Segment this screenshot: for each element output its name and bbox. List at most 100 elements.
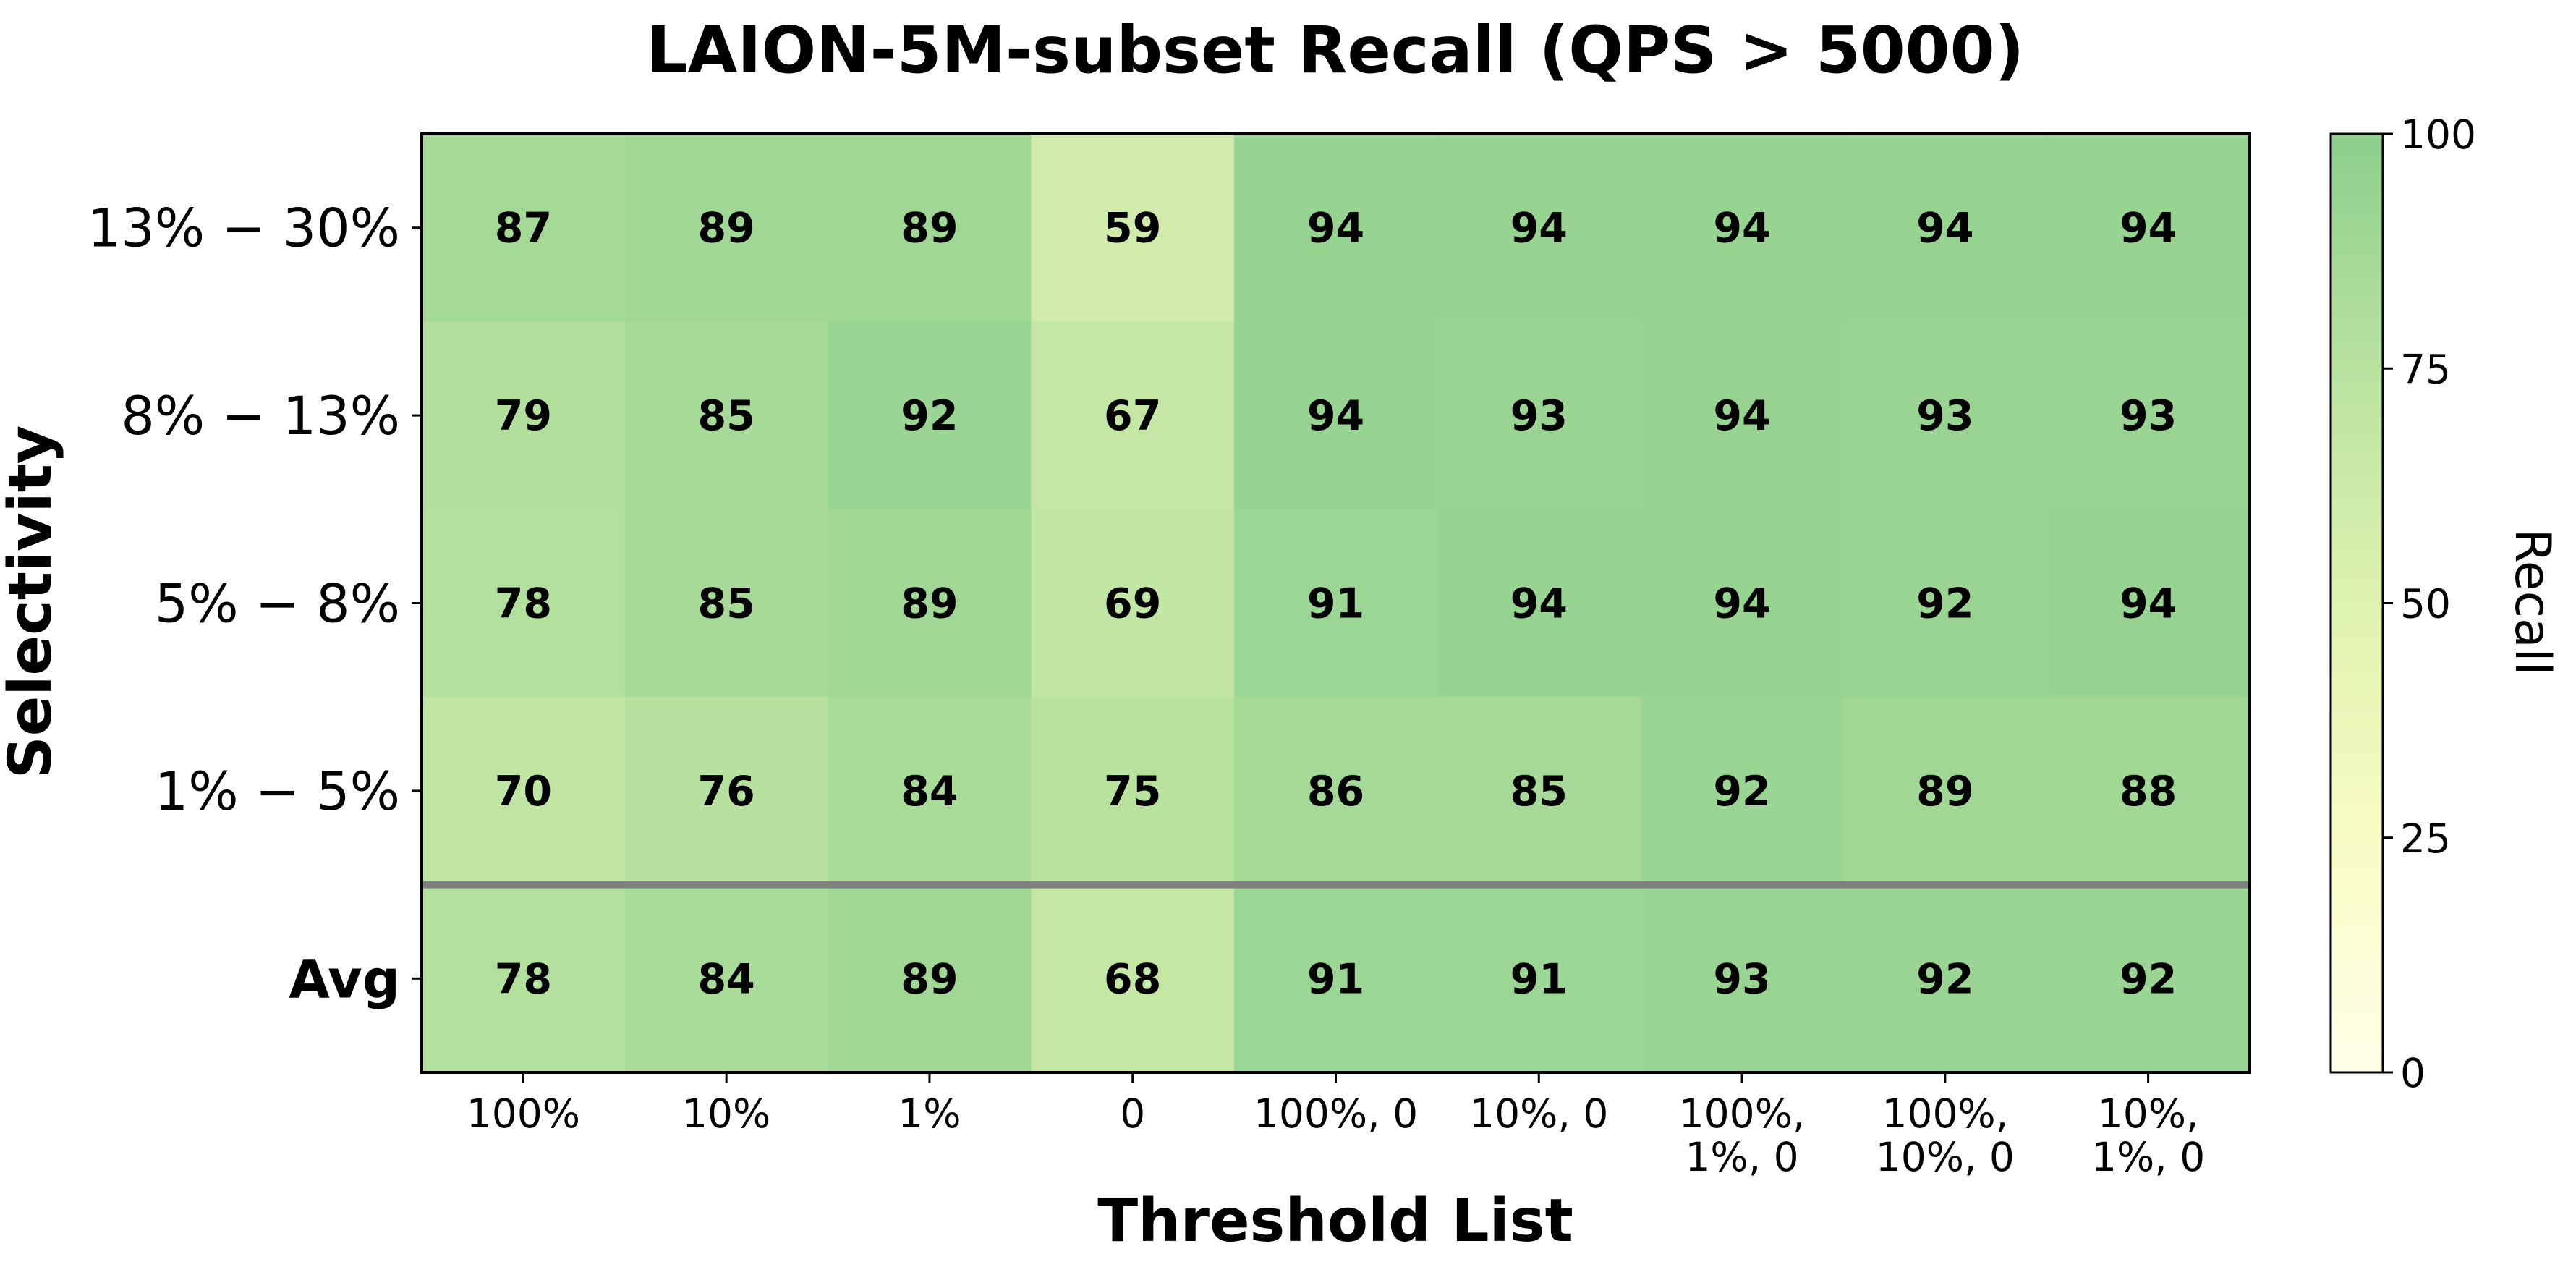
cell-value-label: 89 — [698, 205, 755, 253]
colorbar-tick-label: 0 — [2400, 1050, 2426, 1096]
cell-value-label: 88 — [2120, 768, 2177, 816]
heatmap-cell — [422, 321, 626, 510]
cell-value-label: 94 — [2120, 580, 2177, 628]
colorbar-tick-label: 25 — [2400, 816, 2451, 862]
heatmap-cell — [1234, 321, 1438, 510]
cell-value-label: 94 — [1307, 392, 1364, 440]
heatmap-cell — [422, 884, 626, 1073]
cell-value-label: 79 — [495, 392, 552, 440]
cell-value-label: 91 — [1510, 955, 1568, 1003]
heatmap-cell — [2046, 884, 2250, 1073]
heatmap-cell — [1234, 697, 1438, 886]
cell-value-label: 91 — [1307, 955, 1364, 1003]
cell-value-label: 84 — [698, 955, 755, 1003]
cell-value-label: 94 — [1916, 205, 1973, 253]
cell-value-label: 85 — [1510, 768, 1568, 816]
heatmap-cell — [1640, 134, 1844, 322]
cell-value-label: 89 — [901, 955, 958, 1003]
cell-value-label: 94 — [1510, 580, 1568, 628]
colorbar-ticks: 0 25 50 75 100 — [2383, 111, 2476, 1096]
heatmap-cell — [1234, 509, 1438, 698]
heatmap-cell — [1640, 321, 1844, 510]
cell-value-label: 89 — [1916, 768, 1973, 816]
heatmap-cell — [422, 697, 626, 886]
x-tick-label: 10% — [682, 1090, 770, 1137]
cell-value-label: 67 — [1104, 392, 1161, 440]
cell-value-label: 59 — [1104, 205, 1161, 253]
cell-value-label: 68 — [1104, 955, 1161, 1003]
heatmap-cell — [828, 509, 1032, 698]
heatmap-cell — [828, 134, 1032, 322]
cell-value-label: 94 — [1713, 392, 1770, 440]
cell-value-label: 85 — [698, 392, 755, 440]
x-axis-ticks: 100% 10% 1% 0 100%, 0 10%, 0 100%,1%, 0100%,10… — [467, 1072, 2205, 1180]
cell-value-label: 92 — [1713, 768, 1770, 816]
cell-value-label: 70 — [495, 768, 552, 816]
cell-value-label: 92 — [2120, 955, 2177, 1003]
heatmap-cell — [1437, 321, 1641, 510]
cell-value-label: 84 — [901, 768, 958, 816]
heatmap-cell — [624, 134, 829, 322]
heatmap-cell — [422, 509, 626, 698]
heatmap-cell — [1843, 321, 2047, 510]
cell-value-label: 78 — [495, 955, 552, 1003]
cell-value-label: 94 — [1510, 205, 1568, 253]
heatmap-cell — [1437, 884, 1641, 1073]
heatmap-cell — [1843, 509, 2047, 698]
colorbar-tick-label: 50 — [2400, 581, 2451, 627]
heatmap-cell — [1234, 884, 1438, 1073]
cell-value-label: 76 — [698, 768, 755, 816]
colorbar-tick-label: 100 — [2400, 111, 2476, 158]
x-tick-label: 1%, 0 — [1685, 1134, 1798, 1180]
heatmap-cell — [1234, 134, 1438, 322]
colorbar-label: Recall — [2504, 529, 2561, 676]
cell-value-label: 93 — [1510, 392, 1568, 440]
cell-value-label: 75 — [1104, 768, 1161, 816]
y-tick-label: 5% − 8% — [155, 574, 400, 635]
heatmap-cell-labels: 87 89 89 59 94 94 94 94 94 79 85 92 67 94 93 94 93 93 78 85… — [495, 205, 2177, 1004]
x-tick-label: 100%, 0 — [1254, 1090, 1418, 1137]
y-axis-ticks: 13% − 30% 8% − 13% 5% − 8% 1% − 5% Avg — [88, 198, 422, 1010]
cell-value-label: 92 — [1916, 955, 1973, 1003]
heatmap-cell — [2046, 509, 2250, 698]
x-tick-label: 10%, 0 — [1469, 1090, 1608, 1137]
cell-value-label: 93 — [2120, 392, 2177, 440]
heatmap-cells — [422, 134, 2250, 1073]
cell-value-label: 93 — [1916, 392, 1973, 440]
heatmap-cell — [1843, 134, 2047, 322]
heatmap-cell — [1640, 509, 1844, 698]
y-tick-label: 8% − 13% — [121, 386, 400, 447]
heatmap-cell — [624, 697, 829, 886]
x-tick-label: 1% — [898, 1090, 961, 1137]
x-tick-label: 100%, — [1882, 1090, 2008, 1137]
heatmap-cell — [624, 509, 829, 698]
cell-value-label: 94 — [2120, 205, 2177, 253]
heatmap-cell — [2046, 321, 2250, 510]
heatmap-cell — [828, 321, 1032, 510]
cell-value-label: 87 — [495, 205, 552, 253]
heatmap-cell — [1031, 884, 1235, 1073]
heatmap-cell — [2046, 134, 2250, 322]
heatmap-cell — [1843, 884, 2047, 1073]
x-tick-label: 100%, — [1679, 1090, 1806, 1137]
colorbar-tick-label: 75 — [2400, 346, 2451, 392]
cell-value-label: 86 — [1307, 768, 1364, 816]
cell-value-label: 92 — [901, 392, 958, 440]
y-tick-label: 1% − 5% — [155, 761, 400, 823]
cell-value-label: 93 — [1713, 955, 1770, 1003]
x-axis-label: Threshold List — [1097, 1187, 1573, 1255]
x-tick-label: 10%, 0 — [1876, 1134, 2015, 1180]
heatmap-cell — [828, 697, 1032, 886]
colorbar — [2329, 132, 2384, 1074]
x-tick-label: 1%, 0 — [2091, 1134, 2205, 1180]
x-tick-label: 100% — [467, 1090, 580, 1137]
cell-value-label: 85 — [698, 580, 755, 628]
cell-value-label: 91 — [1307, 580, 1364, 628]
heatmap-cell — [1437, 697, 1641, 886]
cell-value-label: 94 — [1713, 580, 1770, 628]
cell-value-label: 78 — [495, 580, 552, 628]
chart-title: LAION-5M-subset Recall (QPS > 5000) — [647, 12, 2024, 88]
y-tick-label: 13% − 30% — [88, 198, 400, 260]
cell-value-label: 94 — [1307, 205, 1364, 253]
heatmap-cell — [1640, 697, 1844, 886]
